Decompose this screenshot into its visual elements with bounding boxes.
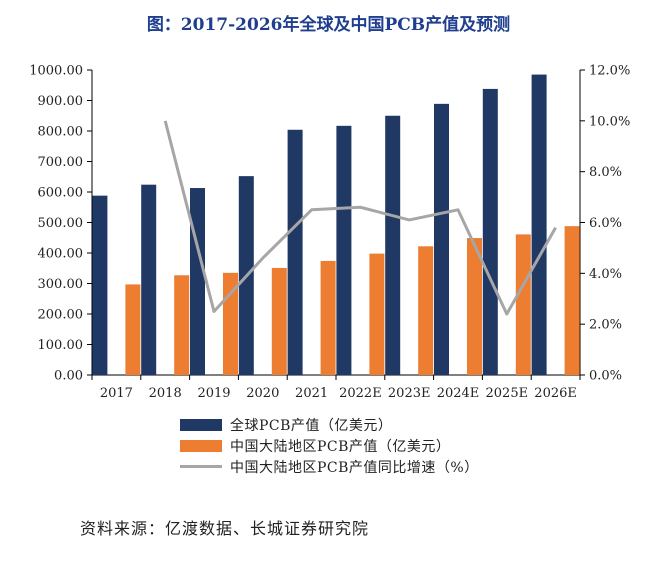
- legend-label-global: 全球PCB产值（亿美元）: [230, 417, 393, 434]
- bar-global: [531, 74, 547, 375]
- x-axis-tick-label: 2024E: [437, 386, 480, 401]
- legend-swatch-growth: [180, 465, 222, 468]
- x-axis-tick-label: 2022E: [339, 386, 382, 401]
- bar-global: [434, 103, 449, 375]
- bar-china: [320, 260, 336, 375]
- legend: 全球PCB产值（亿美元） 中国大陆地区PCB产值（亿美元） 中国大陆地区PCB产…: [180, 414, 479, 477]
- chart-title: 图：2017-2026年全球及中国PCB产值及预测: [146, 15, 511, 35]
- left-axis-tick-label: 400.00: [38, 247, 84, 262]
- legend-item-china: 中国大陆地区PCB产值（亿美元）: [180, 435, 479, 456]
- source-note: 资料来源：亿渡数据、长城证券研究院: [80, 519, 370, 538]
- x-axis-tick-label: 2026E: [534, 386, 577, 401]
- left-axis-tick-label: 100.00: [38, 338, 84, 353]
- x-axis-tick-label: 2020: [246, 386, 279, 401]
- left-axis-tick-label: 300.00: [38, 277, 84, 292]
- legend-swatch-global: [180, 418, 222, 431]
- legend-item-growth: 中国大陆地区PCB产值同比增速（%）: [180, 456, 479, 477]
- x-axis-tick-label: 2021: [295, 386, 328, 401]
- line-growth: [163, 120, 557, 316]
- legend-item-global: 全球PCB产值（亿美元）: [180, 414, 479, 435]
- left-axis-tick-label: 600.00: [38, 186, 84, 201]
- right-axis-tick-label: 4.0%: [589, 267, 622, 282]
- bar-global: [385, 115, 401, 375]
- bar-china: [564, 226, 580, 375]
- bar-global: [92, 195, 108, 375]
- bar-china: [369, 253, 385, 375]
- bar-china: [418, 246, 434, 375]
- left-axis-tick-label: 1000.00: [29, 64, 83, 79]
- x-axis-tick-label: 2018: [149, 386, 182, 401]
- bar-china: [174, 275, 190, 375]
- bar-global: [141, 184, 157, 375]
- bar-china: [515, 234, 531, 375]
- bar-global: [482, 88, 498, 375]
- left-axis-tick-label: 500.00: [38, 216, 84, 231]
- right-axis-tick-label: 6.0%: [589, 216, 622, 231]
- left-axis-tick-label: 0.00: [54, 369, 83, 384]
- x-axis-tick-label: 2019: [197, 386, 230, 401]
- right-axis-tick-label: 8.0%: [589, 165, 622, 180]
- bar-china: [467, 238, 482, 375]
- bar-china: [271, 267, 287, 375]
- x-axis-tick-label: 2025E: [486, 386, 529, 401]
- bar-china: [125, 284, 141, 375]
- x-axis-tick-label: 2017: [100, 386, 133, 401]
- right-axis-tick-label: 10.0%: [589, 114, 630, 129]
- x-axis-tick-label: 2023E: [388, 386, 431, 401]
- bar-global: [287, 129, 303, 375]
- right-axis-tick-label: 12.0%: [589, 64, 630, 79]
- left-axis-tick-label: 800.00: [38, 125, 84, 140]
- right-axis-tick-label: 2.0%: [589, 318, 622, 333]
- left-axis-tick-label: 700.00: [38, 155, 84, 170]
- bar-global: [336, 125, 352, 375]
- legend-label-china: 中国大陆地区PCB产值（亿美元）: [230, 438, 451, 455]
- legend-swatch-china: [180, 439, 222, 452]
- left-axis-tick-label: 200.00: [38, 308, 84, 323]
- legend-label-growth: 中国大陆地区PCB产值同比增速（%）: [230, 459, 479, 476]
- bar-global: [190, 188, 205, 375]
- left-axis-tick-label: 900.00: [38, 94, 84, 109]
- right-axis-tick-label: 0.0%: [589, 369, 622, 384]
